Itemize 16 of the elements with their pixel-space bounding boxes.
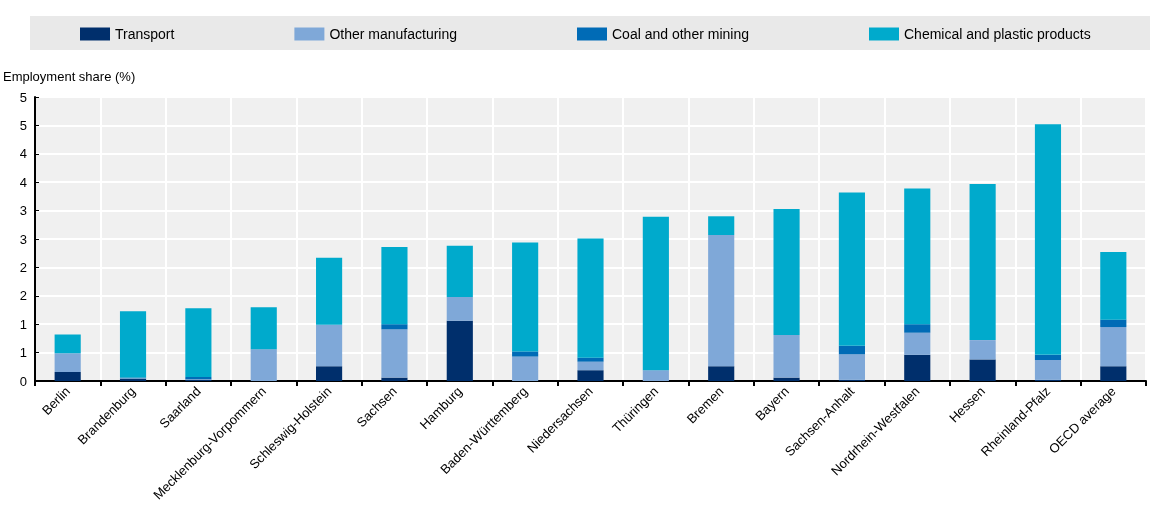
y-tick-label: 4 <box>19 174 27 190</box>
y-tick-label: 3 <box>19 203 27 219</box>
y-tick-label: 2 <box>19 259 27 275</box>
y-tick-label: 3 <box>19 231 27 247</box>
legend-label: Other manufacturing <box>329 26 458 42</box>
y-tick-label: 0 <box>19 373 27 389</box>
legend-label: Chemical and plastic products <box>903 26 1091 42</box>
y-tick-label: 5 <box>19 117 27 133</box>
y-tick-label: 2 <box>19 288 27 304</box>
y-axis-title: Employment share (%) <box>3 69 136 84</box>
legend-label: Coal and other mining <box>612 26 749 42</box>
y-tick-label: 1 <box>19 345 27 361</box>
y-tick-label: 1 <box>19 316 27 332</box>
y-tick-label: 5 <box>19 89 27 105</box>
y-tick-label: 4 <box>19 146 27 162</box>
legend-label: Transport <box>115 26 175 42</box>
